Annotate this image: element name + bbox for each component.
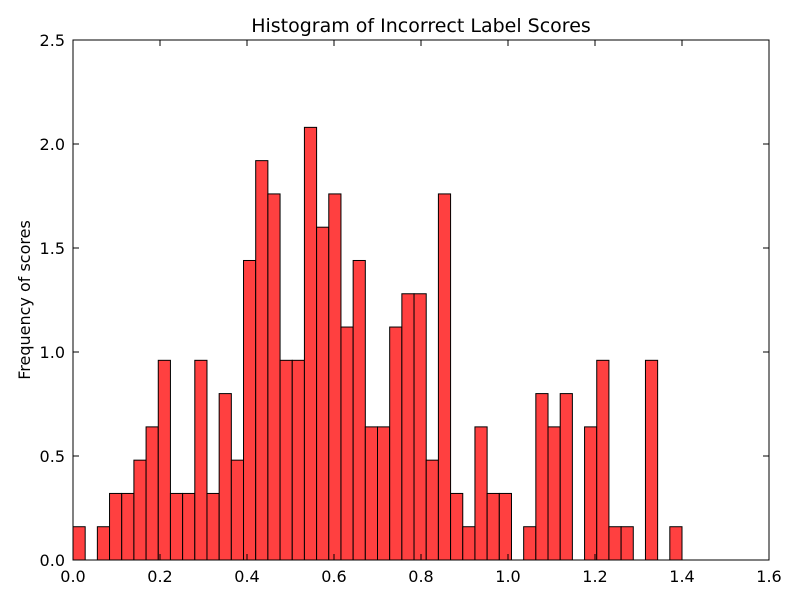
histogram-bar (133, 459, 147, 561)
histogram-bar (267, 193, 281, 561)
histogram-bar (157, 359, 171, 561)
histogram-bar (559, 393, 573, 561)
x-tick-label: 1.4 (669, 567, 694, 586)
histogram-bar (669, 526, 683, 561)
histogram-bar (401, 293, 415, 561)
y-tick-label: 1.0 (40, 343, 65, 362)
histogram-bar (584, 426, 598, 561)
x-tick-label: 0.4 (234, 567, 259, 586)
histogram-bar (303, 126, 318, 561)
x-tick-label: 1.2 (582, 567, 607, 586)
histogram-bar (243, 259, 257, 561)
histogram-bar (535, 393, 549, 561)
x-tick-label: 0.0 (60, 567, 85, 586)
histogram-bar (340, 326, 354, 561)
x-tick-label: 0.8 (408, 567, 433, 586)
histogram-bar (182, 492, 196, 561)
histogram-bar (72, 526, 86, 561)
histogram-bar (206, 492, 220, 561)
histogram-bar (377, 426, 391, 561)
bars-group (72, 126, 683, 561)
histogram-bar (450, 492, 464, 561)
histogram-bar (644, 359, 659, 561)
y-tick-label: 0.5 (40, 447, 65, 466)
histogram-bar (230, 459, 245, 561)
histogram-bar (169, 492, 184, 561)
x-tick-label: 0.2 (147, 567, 172, 586)
x-tick-label: 1.6 (756, 567, 781, 586)
histogram-bar (328, 193, 342, 561)
y-axis-label: Frequency of scores (15, 220, 34, 380)
histogram-bar (413, 293, 427, 561)
histogram-bar (498, 492, 512, 561)
histogram-bar (96, 526, 111, 561)
y-tick-label: 2.0 (40, 135, 65, 154)
histogram-bar (608, 526, 622, 561)
y-tick-label: 1.5 (40, 239, 65, 258)
histogram-bar (279, 359, 293, 561)
histogram-bar (523, 526, 537, 561)
histogram-bar (547, 426, 561, 561)
histogram-bar (596, 359, 610, 561)
histogram-bar (291, 359, 305, 561)
histogram-bar (364, 426, 379, 561)
histogram-bar (425, 459, 439, 561)
y-tick-label: 0.0 (40, 551, 65, 570)
x-tick-label: 0.6 (321, 567, 346, 586)
histogram-bar (352, 259, 366, 561)
histogram-bar (437, 193, 452, 561)
plot-frame (72, 39, 770, 561)
histogram-bar (145, 426, 159, 561)
y-tick-label: 2.5 (40, 31, 65, 50)
histogram-bar (620, 526, 634, 561)
histogram-bar (121, 492, 135, 561)
x-tick-label: 1.0 (495, 567, 520, 586)
ticks-group: 0.0 0.2 0.4 0.6 0.8 1.0 1.2 1.4 1.6 0.0 0.5 1.0 1.5 2… (40, 31, 782, 586)
histogram-bar (486, 492, 500, 561)
histogram-bar (194, 359, 208, 561)
histogram-bar (474, 426, 488, 561)
chart-title: Histogram of Incorrect Label Scores (251, 15, 591, 37)
histogram-bar (462, 526, 476, 561)
histogram-bar (316, 226, 330, 561)
histogram-bar (389, 326, 403, 561)
histogram-bar (109, 492, 123, 561)
histogram-bar (218, 393, 232, 561)
histogram-bar (255, 160, 269, 561)
